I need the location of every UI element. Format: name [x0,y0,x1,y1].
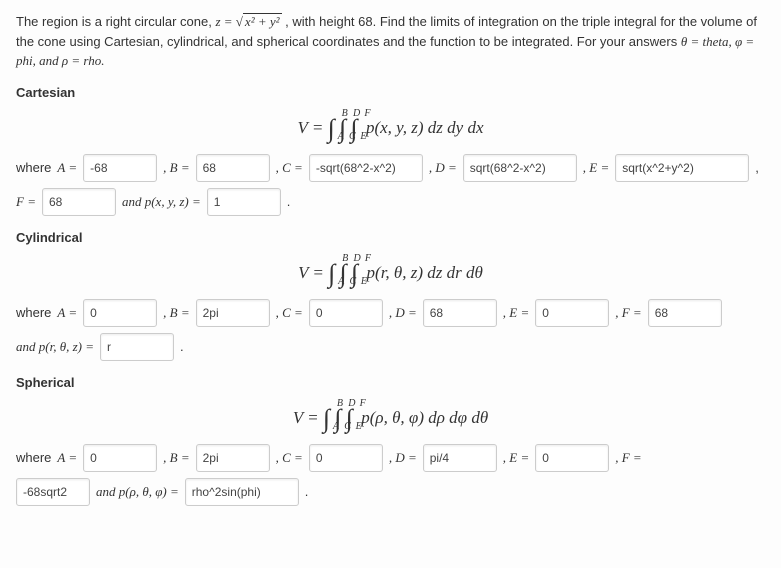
p-label: and p(ρ, θ, φ) = [96,484,179,500]
e-label: , E = [503,305,529,321]
cartesian-row-2: F = and p(x, y, z) = . [16,188,765,216]
p-label: and p(x, y, z) = [122,194,201,210]
b-label: , B = [163,160,189,176]
b-label: , B = [163,450,189,466]
d-label: , D = [389,450,417,466]
spherical-extra-input[interactable] [16,478,90,506]
f-label: , F = [615,450,641,466]
cartesian-p-input[interactable] [207,188,281,216]
cartesian-b-input[interactable] [196,154,270,182]
cylindrical-d-input[interactable] [423,299,497,327]
spherical-a-input[interactable] [83,444,157,472]
cylindrical-p-input[interactable] [100,333,174,361]
cylindrical-a-input[interactable] [83,299,157,327]
cartesian-title: Cartesian [16,85,765,100]
intro-text-1: The region is a right circular cone, [16,14,215,29]
rho-note: ρ = rho. [62,53,105,68]
b-label: , B = [163,305,189,321]
cartesian-e-input[interactable] [615,154,749,182]
spherical-e-input[interactable] [535,444,609,472]
c-label: , C = [276,305,303,321]
problem-statement: The region is a right circular cone, z =… [16,12,765,71]
eq-z-lhs: z = [215,14,235,29]
cartesian-c-input[interactable] [309,154,423,182]
cartesian-d-input[interactable] [463,154,577,182]
cylindrical-row-1: where A = , B = , C = , D = , E = , F = [16,299,765,327]
c-label: , C = [276,450,303,466]
cartesian-formula: V = ∫BA ∫DC ∫FE p(x, y, z) dz dy dx [16,110,765,140]
theta-note: θ = theta, [681,34,735,49]
a-label: A = [57,160,77,176]
spherical-c-input[interactable] [309,444,383,472]
tail-comma: , [755,160,759,175]
spherical-row-2: and p(ρ, θ, φ) = . [16,478,765,506]
p-label: and p(r, θ, z) = [16,339,94,355]
cylindrical-c-input[interactable] [309,299,383,327]
spherical-title: Spherical [16,375,765,390]
spherical-d-input[interactable] [423,444,497,472]
a-label: A = [57,305,77,321]
cylindrical-b-input[interactable] [196,299,270,327]
f-label: , F = [615,305,641,321]
spherical-b-input[interactable] [196,444,270,472]
where-label: where [16,305,51,320]
cylindrical-formula: V = ∫BA ∫DC ∫FE p(r, θ, z) dz dr dθ [16,255,765,285]
cylindrical-e-input[interactable] [535,299,609,327]
tail-period: . [180,339,184,354]
spherical-row-1: where A = , B = , C = , D = , E = , F = [16,444,765,472]
d-label: , D = [429,160,457,176]
where-label: where [16,450,51,465]
cartesian-a-input[interactable] [83,154,157,182]
spherical-p-input[interactable] [185,478,299,506]
c-label: , C = [276,160,303,176]
e-label: , E = [503,450,529,466]
eq-z-rhs: √x² + y² [236,13,282,29]
spherical-formula: V = ∫BA ∫DC ∫FE p(ρ, θ, φ) dρ dφ dθ [16,400,765,430]
cartesian-f-input[interactable] [42,188,116,216]
cylindrical-row-2: and p(r, θ, z) = . [16,333,765,361]
d-label: , D = [389,305,417,321]
a-label: A = [57,450,77,466]
tail-period: . [287,194,291,209]
f-label: F = [16,194,36,210]
tail-period: . [305,484,309,499]
cylindrical-f-input[interactable] [648,299,722,327]
cylindrical-title: Cylindrical [16,230,765,245]
cartesian-row-1: where A = , B = , C = , D = , E = , [16,154,765,182]
e-label: , E = [583,160,609,176]
where-label: where [16,160,51,175]
